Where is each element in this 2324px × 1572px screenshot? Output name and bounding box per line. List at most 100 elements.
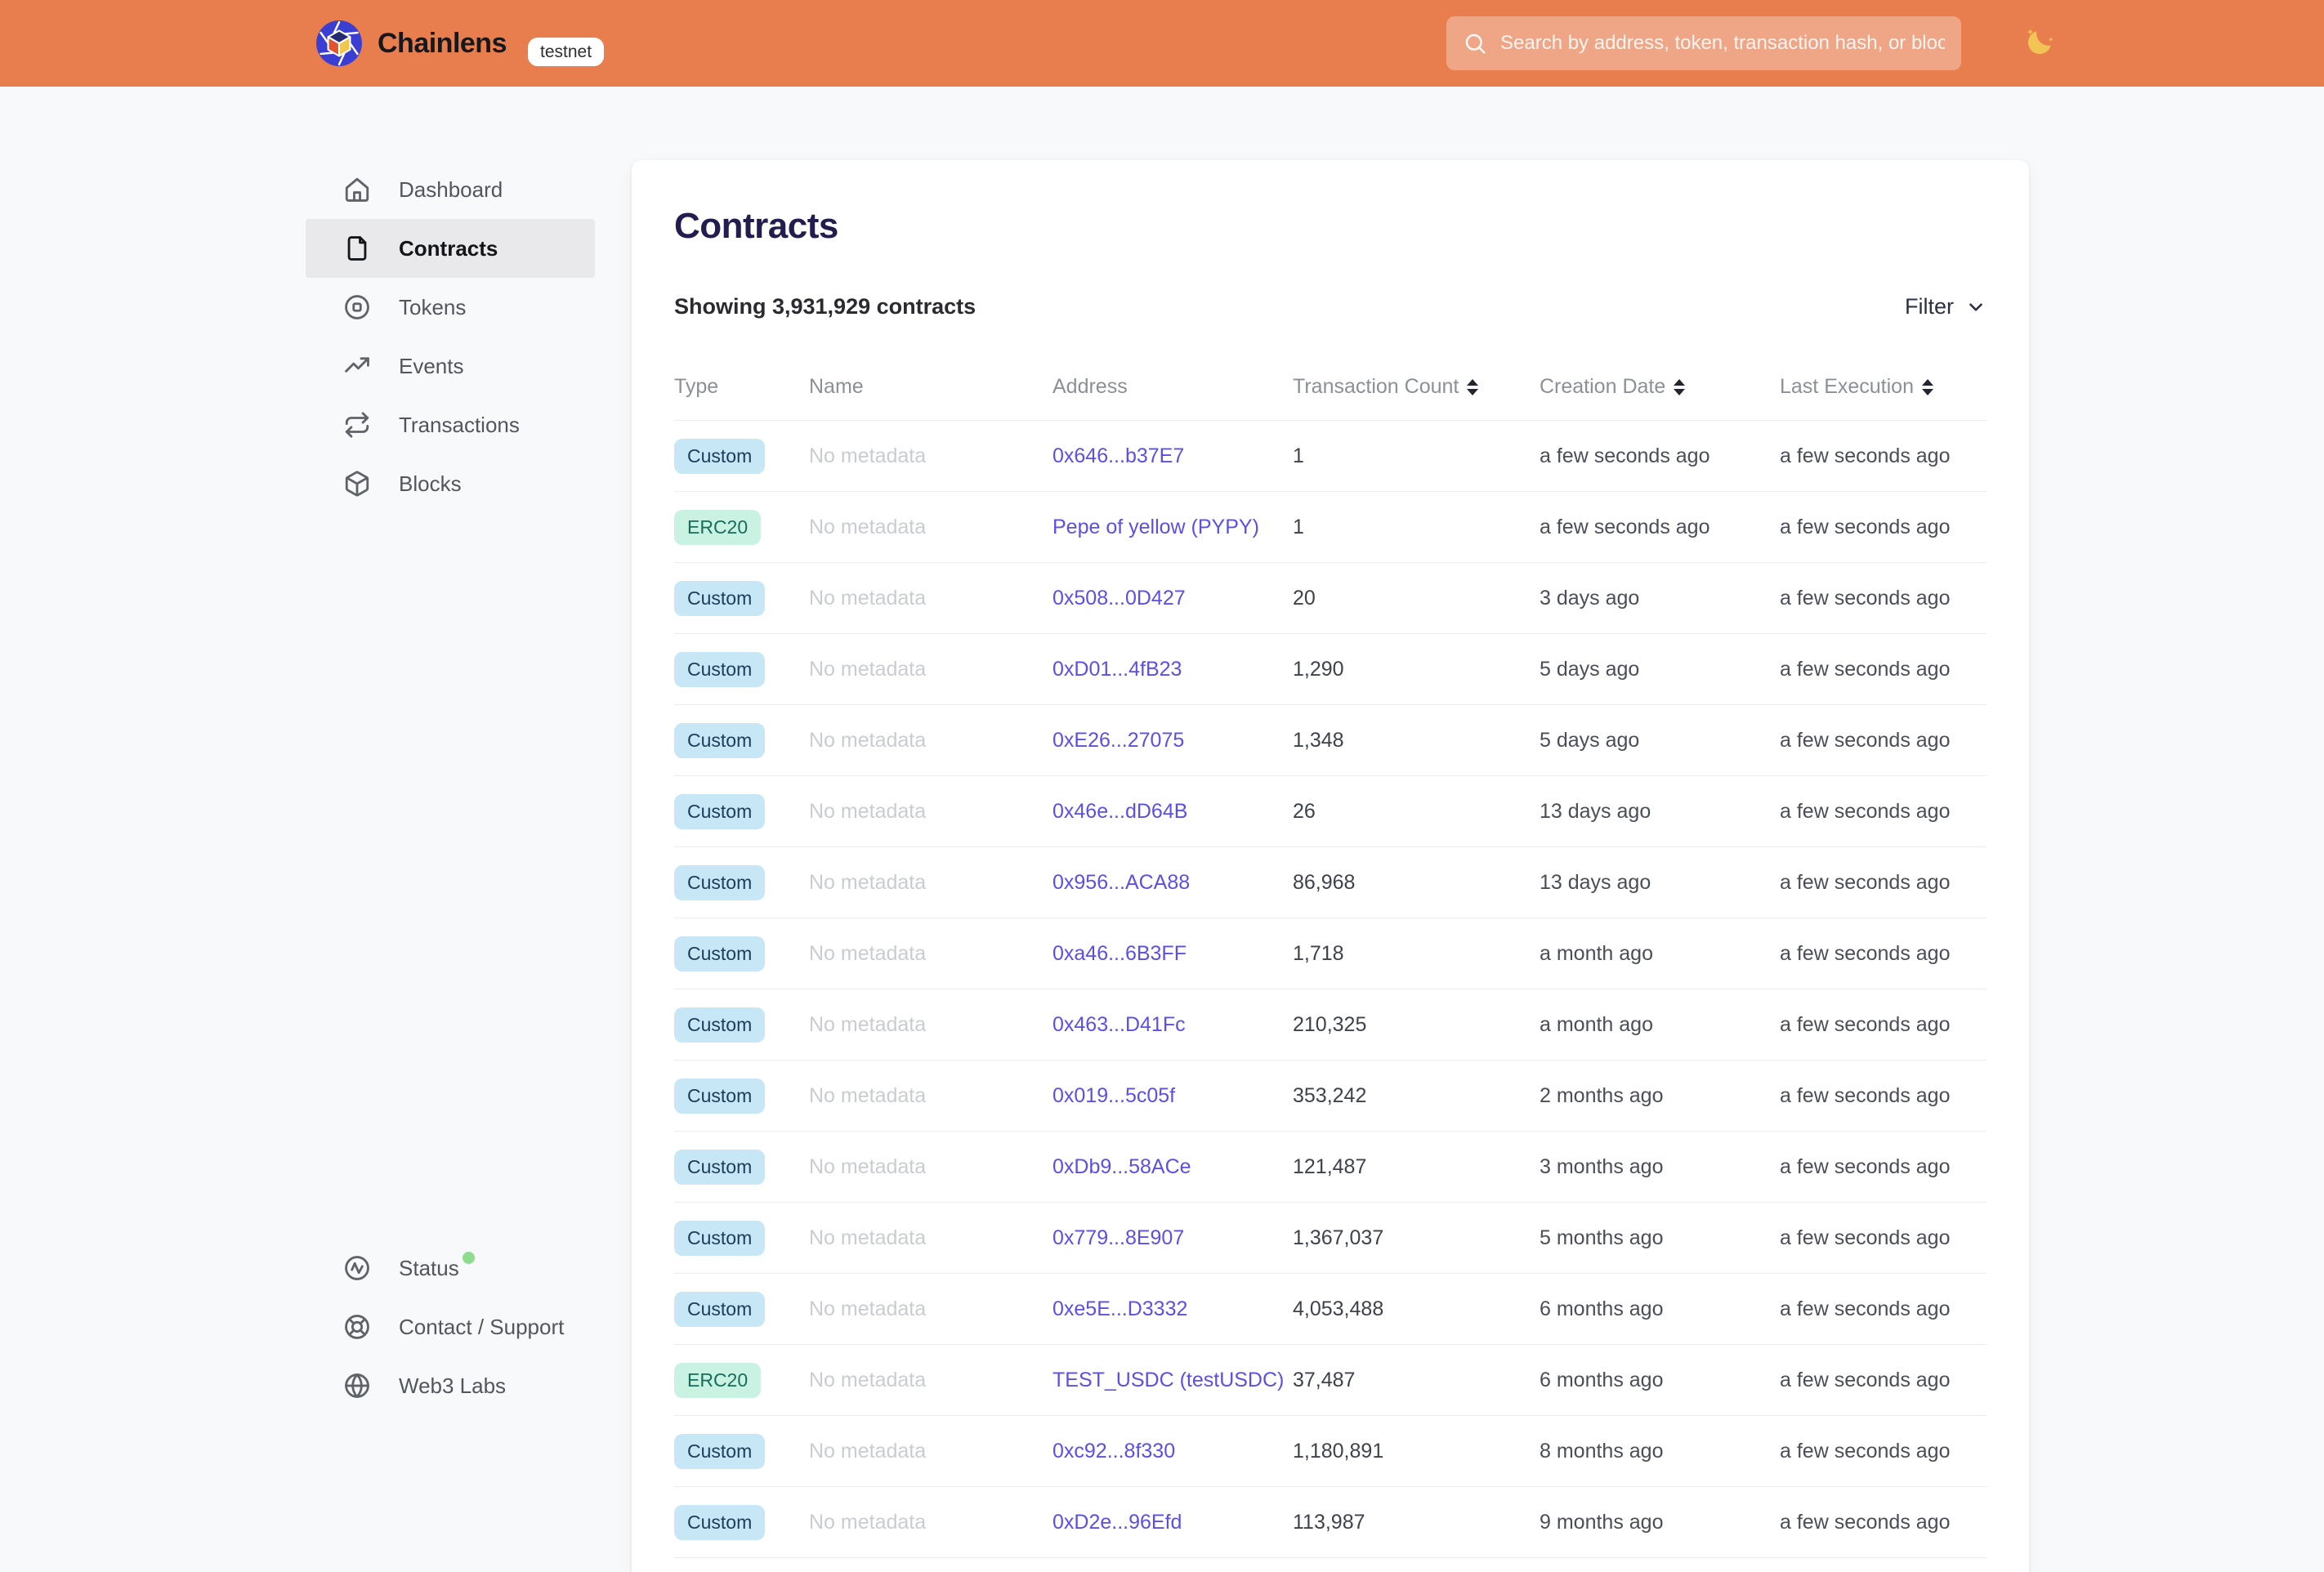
address-link[interactable]: 0xe5E...D3332 xyxy=(1053,1297,1188,1320)
address-cell: 0xD2e...96Efd xyxy=(1053,1511,1293,1534)
table-row: Custom No metadata 0xD2e...96Efd 113,987 9 m… xyxy=(674,1487,1987,1558)
tx-count-cell: 86,968 xyxy=(1293,870,1356,894)
sidebar-item-web3-labs[interactable]: Web3 Labs xyxy=(306,1356,595,1415)
page-title: Contracts xyxy=(674,206,838,246)
chainlens-logo-icon xyxy=(316,20,362,66)
sidebar-item-dashboard[interactable]: Dashboard xyxy=(306,160,595,219)
sidebar-item-events[interactable]: Events xyxy=(306,337,595,395)
address-link[interactable]: 0xDb9...58ACe xyxy=(1053,1154,1191,1178)
column-header-creation-date[interactable]: Creation Date xyxy=(1540,375,1780,399)
creation-date-cell: 5 days ago xyxy=(1540,728,1640,752)
sidebar-item-status[interactable]: Status xyxy=(306,1239,595,1297)
moon-icon xyxy=(2027,29,2054,55)
creation-date-cell: 2 months ago xyxy=(1540,1083,1664,1107)
address-link[interactable]: TEST_USDC (testUSDC) xyxy=(1053,1368,1285,1391)
address-link[interactable]: 0x463...D41Fc xyxy=(1053,1012,1186,1036)
search-bar[interactable] xyxy=(1446,16,1961,70)
address-cell: 0xa46...6B3FF xyxy=(1053,942,1293,966)
column-header-last-execution[interactable]: Last Execution xyxy=(1780,375,1987,399)
column-header-type: Type xyxy=(674,375,809,399)
sidebar-item-label: Status xyxy=(399,1255,459,1280)
address-link[interactable]: 0x508...0D427 xyxy=(1053,586,1186,610)
sidebar-item-label: Blocks xyxy=(399,471,462,496)
type-cell: ERC20 xyxy=(674,1362,809,1398)
address-link[interactable]: 0xa46...6B3FF xyxy=(1053,941,1187,965)
activity-icon xyxy=(343,1254,371,1282)
address-link[interactable]: 0x779...8E907 xyxy=(1053,1226,1185,1249)
contracts-count-summary: Showing 3,931,929 contracts xyxy=(674,294,977,319)
column-header-label: Type xyxy=(674,375,719,398)
name-cell: No metadata xyxy=(809,1226,927,1249)
home-icon xyxy=(343,176,371,203)
column-header-address: Address xyxy=(1053,375,1293,399)
last-execution-cell: a few seconds ago xyxy=(1780,728,1951,752)
type-cell: Custom xyxy=(674,1078,809,1114)
column-header-transaction-count[interactable]: Transaction Count xyxy=(1293,375,1540,399)
file-icon xyxy=(343,234,371,262)
name-cell: No metadata xyxy=(809,799,927,823)
contracts-card: Contracts Showing 3,931,929 contracts Fi… xyxy=(632,160,2029,1572)
trending-up-icon xyxy=(343,352,371,380)
table-row: ERC20 No metadata Pepe of yellow (PYPY) 1 a … xyxy=(674,492,1987,563)
creation-date-cell: 9 months ago xyxy=(1540,1510,1664,1534)
address-link[interactable]: 0x646...b37E7 xyxy=(1053,444,1185,467)
column-header-label: Address xyxy=(1053,375,1128,398)
address-link[interactable]: 0xc92...8f330 xyxy=(1053,1439,1176,1463)
tx-count-cell: 121,487 xyxy=(1293,1154,1367,1178)
last-execution-cell: a few seconds ago xyxy=(1780,1297,1951,1320)
address-link[interactable]: 0x956...ACA88 xyxy=(1053,870,1191,894)
address-cell: 0xE26...27075 xyxy=(1053,729,1293,753)
table-row: Custom No metadata 0xDb9...58ACe 121,487 3 m… xyxy=(674,1132,1987,1203)
address-cell: 0xe5E...D3332 xyxy=(1053,1297,1293,1321)
last-execution-cell: a few seconds ago xyxy=(1780,1439,1951,1463)
name-cell: No metadata xyxy=(809,1510,927,1534)
filter-button[interactable]: Filter xyxy=(1905,294,1987,319)
sidebar-item-transactions[interactable]: Transactions xyxy=(306,395,595,454)
type-cell: Custom xyxy=(674,936,809,971)
address-link[interactable]: 0xD01...4fB23 xyxy=(1053,657,1182,681)
theme-toggle-button[interactable] xyxy=(2017,23,2059,65)
env-badge: testnet xyxy=(527,38,605,66)
creation-date-cell: a few seconds ago xyxy=(1540,444,1710,467)
tx-count-cell: 353,242 xyxy=(1293,1083,1367,1107)
type-cell: Custom xyxy=(674,864,809,900)
sidebar-item-blocks[interactable]: Blocks xyxy=(306,454,595,513)
type-cell: Custom xyxy=(674,1433,809,1469)
filter-label: Filter xyxy=(1905,294,1954,319)
address-link[interactable]: 0x46e...dD64B xyxy=(1053,799,1188,823)
brand[interactable]: Chainlens testnet xyxy=(315,20,605,67)
tx-count-cell: 1,290 xyxy=(1293,657,1344,681)
sidebar-item-label: Events xyxy=(399,353,464,378)
sidebar-item-contact-support[interactable]: Contact / Support xyxy=(306,1297,595,1356)
table-row: Custom No metadata 0xD01...4fB23 1,290 5 day… xyxy=(674,634,1987,705)
sort-icon xyxy=(1467,378,1479,395)
address-link[interactable]: Pepe of yellow (PYPY) xyxy=(1053,515,1259,538)
column-header-label: Last Execution xyxy=(1780,375,1914,398)
creation-date-cell: 3 months ago xyxy=(1540,1154,1664,1178)
address-cell: 0x956...ACA88 xyxy=(1053,871,1293,895)
address-link[interactable]: 0xE26...27075 xyxy=(1053,728,1185,752)
table-row: Custom No metadata 0x646...b37E7 1 a few sec… xyxy=(674,421,1987,492)
address-cell: 0x646...b37E7 xyxy=(1053,444,1293,468)
type-badge: Custom xyxy=(674,1220,766,1256)
column-header-label: Transaction Count xyxy=(1293,375,1459,398)
sidebar-item-label: Web3 Labs xyxy=(399,1373,507,1398)
table-row: Custom No metadata 0xc92...8f330 1,180,891 8… xyxy=(674,1416,1987,1487)
table-row: Custom No metadata 0xE26...27075 1,348 5 day… xyxy=(674,705,1987,776)
contracts-table-body: Custom No metadata 0x646...b37E7 1 a few sec… xyxy=(674,421,1987,1558)
creation-date-cell: a month ago xyxy=(1540,941,1653,965)
last-execution-cell: a few seconds ago xyxy=(1780,1083,1951,1107)
type-badge: Custom xyxy=(674,651,766,687)
name-cell: No metadata xyxy=(809,1012,927,1036)
address-link[interactable]: 0x019...5c05f xyxy=(1053,1083,1176,1107)
sidebar-item-tokens[interactable]: Tokens xyxy=(306,278,595,337)
tx-count-cell: 4,053,488 xyxy=(1293,1297,1384,1320)
type-badge: ERC20 xyxy=(674,509,762,545)
address-link[interactable]: 0xD2e...96Efd xyxy=(1053,1510,1182,1534)
search-input[interactable] xyxy=(1500,32,1945,55)
sidebar-item-contracts[interactable]: Contracts xyxy=(306,219,595,278)
name-cell: No metadata xyxy=(809,515,927,538)
token-icon xyxy=(343,293,371,321)
type-badge: Custom xyxy=(674,1078,766,1114)
address-cell: 0x508...0D427 xyxy=(1053,587,1293,610)
